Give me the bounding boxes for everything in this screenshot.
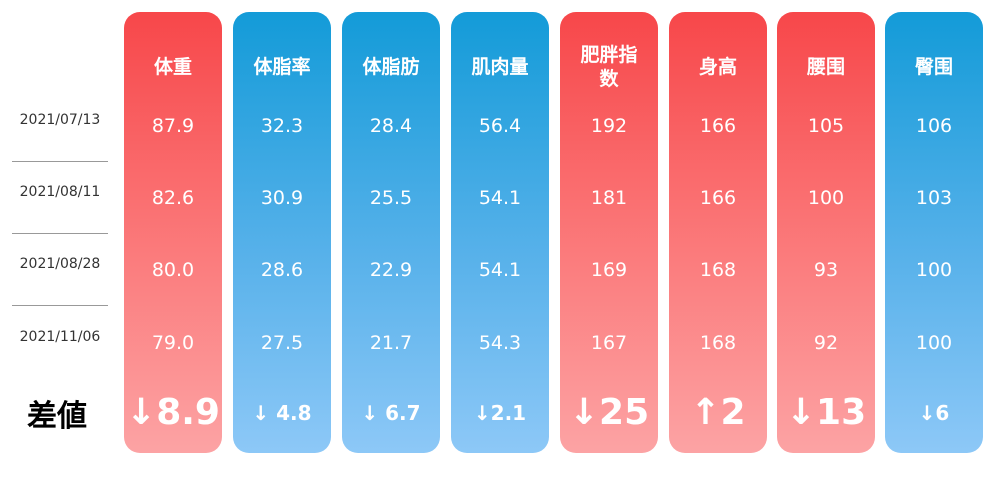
- value-cell: 93: [813, 259, 839, 281]
- column-header: 臀围: [914, 56, 953, 78]
- value-cell: 166: [699, 187, 737, 209]
- difference-value: ↓8.9: [126, 392, 220, 433]
- value-cell: 28.6: [260, 259, 304, 281]
- difference-label: 差値: [27, 399, 87, 434]
- date-divider: [12, 305, 108, 306]
- value-cell: 167: [590, 332, 628, 354]
- date-row: 2021/11/06: [12, 307, 108, 379]
- date-row: 2021/08/28: [12, 234, 108, 306]
- difference-value: ↓2.1: [473, 401, 527, 425]
- value-cell: 105: [807, 115, 845, 137]
- column-header: 体脂率: [253, 56, 311, 78]
- metric-column: 臀围 106 103 100 100 ↓6: [885, 12, 983, 453]
- difference-value: ↓25: [568, 392, 650, 433]
- metric-column: 肥胖指数 192 181 169 167 ↓25: [560, 12, 658, 453]
- column-header: 体重: [153, 56, 192, 78]
- value-cell: 28.4: [369, 115, 413, 137]
- difference-value: ↓ 6.7: [361, 401, 421, 425]
- date-row: 2021/08/11: [12, 162, 108, 234]
- date-label: 2021/08/11: [19, 184, 101, 200]
- value-cell: 32.3: [260, 115, 304, 137]
- column-header: 肌肉量: [471, 56, 529, 78]
- value-cell: 27.5: [260, 332, 304, 354]
- value-cell: 80.0: [151, 259, 195, 281]
- date-label: 2021/07/13: [19, 112, 101, 128]
- value-cell: 30.9: [260, 187, 304, 209]
- value-cell: 168: [699, 332, 737, 354]
- value-cell: 100: [915, 259, 953, 281]
- value-cell: 25.5: [369, 187, 413, 209]
- metric-column: 肌肉量 56.4 54.1 54.1 54.3 ↓2.1: [451, 12, 549, 453]
- date-label: 2021/08/28: [19, 256, 101, 272]
- value-cell: 181: [590, 187, 628, 209]
- difference-value: ↑2: [690, 392, 746, 433]
- column-header: 肥胖指数: [580, 44, 638, 90]
- value-cell: 100: [915, 332, 953, 354]
- value-cell: 21.7: [369, 332, 413, 354]
- value-cell: 22.9: [369, 259, 413, 281]
- column-header: 体脂肪: [362, 56, 420, 78]
- difference-value: ↓6: [918, 401, 950, 425]
- date-label: 2021/11/06: [19, 329, 101, 345]
- value-cell: 103: [915, 187, 953, 209]
- value-cell: 192: [590, 115, 628, 137]
- difference-value: ↓ 4.8: [252, 401, 312, 425]
- value-cell: 79.0: [151, 332, 195, 354]
- value-cell: 166: [699, 115, 737, 137]
- date-row: 2021/07/13: [12, 90, 108, 162]
- value-cell: 100: [807, 187, 845, 209]
- value-cell: 54.3: [478, 332, 522, 354]
- value-cell: 82.6: [151, 187, 195, 209]
- date-divider: [12, 161, 108, 162]
- value-cell: 87.9: [151, 115, 195, 137]
- value-cell: 54.1: [478, 187, 522, 209]
- metric-column: 体脂肪 28.4 25.5 22.9 21.7 ↓ 6.7: [342, 12, 440, 453]
- value-cell: 106: [915, 115, 953, 137]
- column-header: 身高: [698, 56, 737, 78]
- column-header: 腰围: [806, 56, 845, 78]
- difference-value: ↓13: [785, 392, 867, 433]
- value-cell: 92: [813, 332, 839, 354]
- metric-column: 体重 87.9 82.6 80.0 79.0 ↓8.9: [124, 12, 222, 453]
- value-cell: 56.4: [478, 115, 522, 137]
- metric-column: 身高 166 166 168 168 ↑2: [669, 12, 767, 453]
- value-cell: 54.1: [478, 259, 522, 281]
- date-divider: [12, 233, 108, 234]
- metric-column: 腰围 105 100 93 92 ↓13: [777, 12, 875, 453]
- value-cell: 169: [590, 259, 628, 281]
- value-cell: 168: [699, 259, 737, 281]
- metric-column: 体脂率 32.3 30.9 28.6 27.5 ↓ 4.8: [233, 12, 331, 453]
